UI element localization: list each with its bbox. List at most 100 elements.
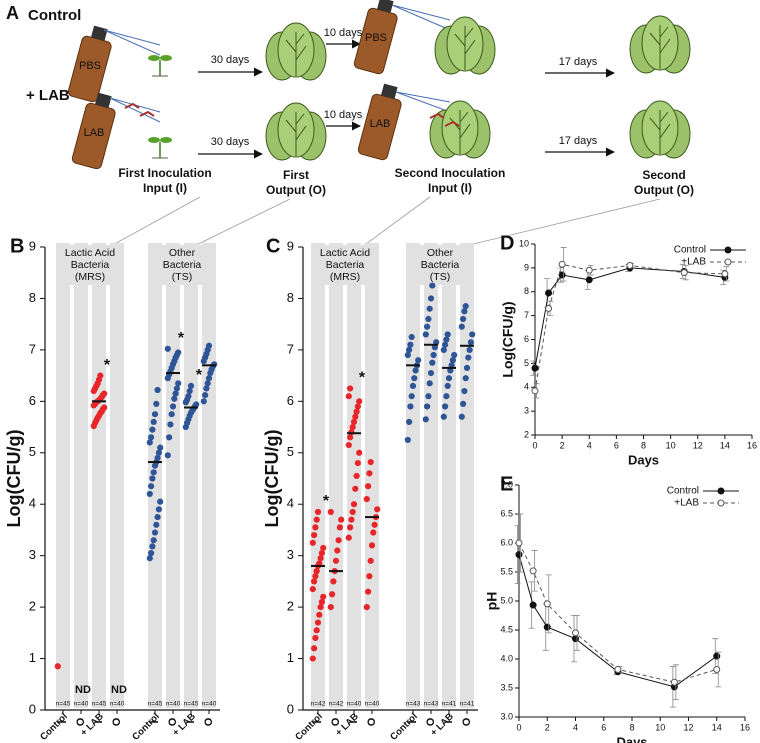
marker xyxy=(721,270,729,278)
marker xyxy=(545,289,553,297)
legend-marker xyxy=(717,487,725,495)
data-point xyxy=(354,459,361,467)
n-label: n=40 xyxy=(166,701,181,708)
y-tick-label: 3 xyxy=(524,406,529,416)
data-point xyxy=(312,524,319,531)
data-point xyxy=(155,449,162,456)
y-tick-label: 4.5 xyxy=(500,624,513,634)
data-point xyxy=(185,393,192,400)
spray xyxy=(395,91,451,113)
data-point xyxy=(330,578,337,585)
marker xyxy=(531,387,539,395)
y-axis-label: Log(CFU/g) xyxy=(500,301,516,377)
sprout xyxy=(147,136,173,159)
group-header: (TS) xyxy=(430,271,450,283)
data-point xyxy=(205,342,213,349)
data-point xyxy=(406,418,413,426)
nd-label: ND xyxy=(75,684,91,696)
bacteria xyxy=(429,112,460,127)
lettuce xyxy=(265,22,327,81)
significance: * xyxy=(196,367,203,384)
group-header: Bacteria xyxy=(71,259,110,271)
column-band xyxy=(329,243,343,708)
stage-label: Second Inoculation xyxy=(395,166,506,180)
data-point xyxy=(347,434,354,441)
data-point xyxy=(440,413,447,420)
data-point xyxy=(426,305,433,312)
column-band xyxy=(406,243,420,708)
data-point xyxy=(329,591,336,598)
data-point xyxy=(202,392,209,399)
y-tick-label: 6.5 xyxy=(500,508,513,518)
data-point xyxy=(148,434,155,441)
duration: 30 days xyxy=(211,54,250,66)
duration: 10 days xyxy=(324,109,363,121)
data-point xyxy=(444,382,451,389)
data-point xyxy=(317,604,324,611)
data-point xyxy=(429,282,436,289)
x-tick-label: 0 xyxy=(516,722,521,732)
data-point xyxy=(425,315,432,323)
n-label: n=45 xyxy=(148,701,163,708)
panel-label: C xyxy=(266,235,280,257)
spray xyxy=(103,29,161,56)
data-point xyxy=(97,372,104,379)
data-point xyxy=(408,333,415,341)
marker xyxy=(558,271,566,279)
y-tick-label: 7.0 xyxy=(500,479,513,489)
data-point xyxy=(327,508,334,516)
data-point xyxy=(363,495,370,503)
data-point xyxy=(461,387,468,395)
marker xyxy=(531,364,539,372)
bottle-label: LAB xyxy=(370,118,391,130)
column-band xyxy=(365,243,379,708)
data-point xyxy=(430,351,437,359)
y-tick-label: 2 xyxy=(524,429,529,439)
spray xyxy=(109,97,161,123)
y-tick-label: 6 xyxy=(29,393,36,408)
data-point xyxy=(352,485,359,492)
data-point xyxy=(462,375,469,382)
data-point xyxy=(448,362,455,369)
data-point xyxy=(433,339,440,346)
y-axis-label: Log(CFU/g) xyxy=(4,430,24,528)
data-point xyxy=(154,513,161,521)
significance: * xyxy=(104,357,111,374)
data-point xyxy=(316,611,323,618)
data-point xyxy=(422,416,429,423)
spray-bottle xyxy=(357,83,402,161)
data-point xyxy=(149,543,156,550)
duration: 17 days xyxy=(559,56,598,68)
data-point xyxy=(320,593,327,600)
data-point xyxy=(211,361,218,368)
data-point xyxy=(154,386,161,394)
data-point xyxy=(316,560,323,567)
marker xyxy=(713,652,721,660)
y-tick-label: 5 xyxy=(29,444,36,459)
x-tick-label: I xyxy=(348,720,360,723)
data-point xyxy=(352,413,359,420)
n-label: n=40 xyxy=(110,701,125,708)
bottle-label: LAB xyxy=(84,127,105,139)
x-tick-label: O xyxy=(330,717,342,726)
legend-label: Control xyxy=(674,245,706,256)
data-point xyxy=(466,346,473,353)
data-point xyxy=(425,393,432,400)
pair-label: Control xyxy=(293,711,325,743)
data-point xyxy=(312,573,319,580)
group-header: (MRS) xyxy=(75,271,105,283)
y-tick-label: 3 xyxy=(29,547,36,562)
spray-bottle xyxy=(353,0,398,75)
data-point xyxy=(444,331,451,338)
spray-bottle xyxy=(67,25,112,103)
data-point xyxy=(154,454,161,462)
spray xyxy=(391,4,451,31)
y-tick-label: 6 xyxy=(287,393,294,408)
data-point xyxy=(442,403,449,410)
n-label: n=40 xyxy=(74,701,89,708)
data-point xyxy=(311,531,318,539)
lettuce xyxy=(434,16,496,75)
data-point xyxy=(203,385,210,392)
row-label: + LAB xyxy=(26,87,70,104)
stage-label: First Inoculation xyxy=(118,166,211,180)
